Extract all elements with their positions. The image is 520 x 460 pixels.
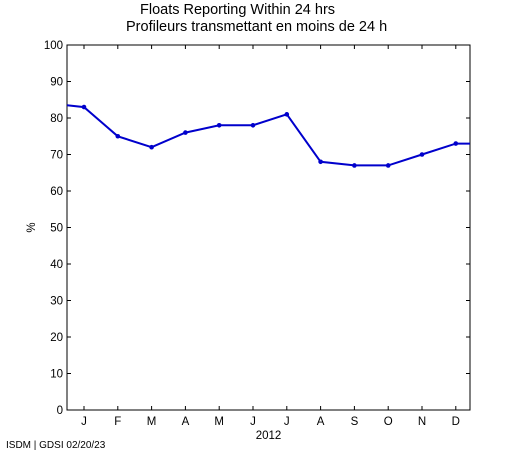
data-point [115, 133, 121, 139]
y-tick-label: 20 [50, 332, 63, 344]
data-point [284, 112, 290, 117]
x-tick-label: O [384, 416, 393, 428]
x-tick-label: D [452, 416, 460, 428]
x-tick-label: S [351, 416, 359, 428]
x-tick-label: J [81, 416, 87, 428]
chart-subtitle: Profileurs transmettant en moins de 24 h [126, 19, 388, 35]
y-tick-label: 30 [50, 296, 63, 308]
x-axis-label: 2012 [256, 430, 282, 442]
y-tick-label: 40 [50, 259, 63, 271]
data-point [385, 163, 391, 168]
y-axis-label: % [26, 222, 38, 232]
data-point [352, 163, 357, 168]
y-tick-label: 80 [50, 113, 63, 125]
x-tick-label: J [284, 416, 290, 428]
y-tick-label: 10 [50, 369, 63, 381]
y-tick-label: 50 [50, 223, 63, 235]
data-point [250, 123, 256, 128]
data-point [453, 141, 459, 146]
y-tick-label: 60 [50, 186, 63, 198]
data-point [81, 104, 87, 110]
x-tick-label: N [418, 416, 426, 428]
x-tick-label: A [182, 416, 190, 428]
x-tick-label: J [250, 416, 256, 428]
data-point [149, 144, 154, 150]
x-tick-label: A [317, 416, 325, 428]
data-point [318, 159, 323, 165]
x-tick-label: M [214, 416, 224, 428]
data-point [183, 130, 188, 135]
data-point [216, 123, 222, 128]
chart-title: Floats Reporting Within 24 hrs [140, 2, 336, 18]
y-tick-label: 90 [50, 77, 63, 89]
x-tick-label: F [114, 416, 121, 428]
footer-credit: ISDM | GDSI 02/20/23 [6, 440, 106, 451]
data-point [419, 152, 425, 157]
x-tick-label: M [147, 416, 157, 428]
y-tick-label: 70 [50, 150, 63, 162]
plot-frame [66, 44, 471, 411]
series-line [66, 104, 470, 167]
y-tick-label: 0 [57, 405, 63, 417]
y-tick-label: 100 [44, 40, 63, 52]
